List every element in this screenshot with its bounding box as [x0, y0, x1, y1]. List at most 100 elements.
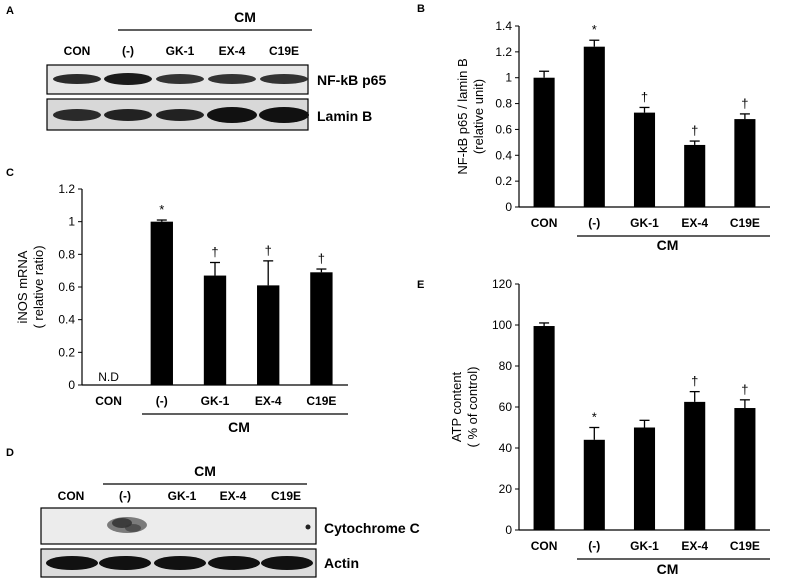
band-label-nfkb-p65: NF-kB p65 — [317, 72, 386, 88]
y-tick-label: 1.4 — [495, 19, 512, 33]
category-label: C19E — [306, 394, 336, 408]
category-label: CON — [95, 394, 122, 408]
category-label: GK-1 — [201, 394, 230, 408]
band-label-lamin-b: Lamin B — [317, 108, 372, 124]
bar — [533, 77, 555, 207]
y-axis-label: ( % of control) — [465, 367, 480, 448]
bar — [684, 144, 706, 207]
panel-a-lane-label: EX-4 — [219, 44, 246, 58]
y-axis-label: ( relative ratio) — [31, 245, 46, 328]
y-tick-label: 80 — [499, 359, 513, 373]
bar — [583, 439, 605, 530]
panel-d-lane-label: GK-1 — [168, 489, 197, 503]
bar — [633, 427, 656, 530]
chart-e: 0 20 40 60 80 100 120 ATP content( % of control… — [449, 277, 770, 577]
bar — [533, 326, 555, 530]
bar — [684, 401, 706, 530]
y-tick-label: 120 — [492, 277, 512, 291]
panel-d-lane-label: EX-4 — [220, 489, 247, 503]
y-tick-label: 60 — [499, 400, 513, 414]
panel-d-lane-label: C19E — [271, 489, 301, 503]
y-tick-label: 0.2 — [58, 345, 75, 359]
category-label: EX-4 — [681, 539, 708, 553]
y-tick-label: 1.2 — [58, 182, 75, 196]
significance-mark: † — [691, 374, 698, 389]
chart-c: 0 0.2 0.4 0.6 0.8 1 1.2 iNOS mRNA( relative rat… — [15, 182, 348, 435]
category-label: (-) — [588, 216, 600, 230]
y-tick-label: 40 — [499, 441, 513, 455]
significance-mark: † — [641, 89, 648, 104]
y-tick-label: 0.6 — [58, 280, 75, 294]
bar — [203, 275, 227, 385]
bar — [734, 119, 756, 207]
y-tick-label: 20 — [499, 482, 513, 496]
significance-mark: † — [741, 382, 748, 397]
category-label: EX-4 — [681, 216, 708, 230]
y-tick-label: 0 — [505, 200, 512, 214]
svg-text:B: B — [417, 3, 425, 15]
bar — [583, 46, 605, 207]
category-label: CON — [531, 216, 558, 230]
y-tick-label: 0.8 — [495, 97, 512, 111]
y-axis-label: iNOS mRNA — [15, 250, 30, 323]
value-label: N.D — [98, 370, 119, 384]
category-label: (-) — [156, 394, 168, 408]
significance-mark: * — [159, 202, 164, 217]
bar — [633, 112, 656, 207]
cm-group-label: CM — [657, 561, 679, 577]
y-tick-label: 1.2 — [495, 45, 512, 59]
significance-mark: † — [211, 245, 218, 260]
blot-lamin-b — [46, 98, 309, 131]
y-tick-label: 0 — [68, 378, 75, 392]
y-tick-label: 1 — [68, 215, 75, 229]
y-tick-label: 0.6 — [495, 122, 512, 136]
y-tick-label: 0.8 — [58, 247, 75, 261]
bar — [150, 221, 173, 385]
y-axis-label: NF-kB p65 / lamin B — [455, 58, 470, 174]
svg-text:C: C — [6, 167, 14, 179]
svg-text:E: E — [417, 279, 424, 291]
y-tick-label: 100 — [492, 318, 512, 332]
chart-b: 00.20.40.60.811.21.4NF-kB p65 / lamin B(… — [455, 19, 770, 253]
cm-group-label: CM — [657, 237, 679, 253]
category-label: GK-1 — [630, 539, 659, 553]
category-label: (-) — [588, 539, 600, 553]
panel-a-cm-label: CM — [234, 9, 256, 25]
bar — [310, 272, 333, 385]
significance-mark: † — [741, 96, 748, 111]
panel-a: A CM CON (-) GK-1 EX-4 C19E NF-kB p65 La… — [6, 5, 386, 131]
blot-nfkb-p65 — [46, 64, 309, 95]
category-label: CON — [531, 539, 558, 553]
panel-d-label: D — [6, 447, 14, 459]
significance-mark: † — [265, 243, 272, 258]
significance-mark: † — [318, 251, 325, 266]
band-label-cytochrome-c: Cytochrome C — [324, 520, 420, 536]
y-tick-label: 0 — [505, 523, 512, 537]
category-label: EX-4 — [255, 394, 282, 408]
panel-a-label: A — [6, 5, 14, 17]
panel-a-lane-label: (-) — [122, 44, 134, 58]
cm-group-label: CM — [228, 419, 250, 435]
category-label: GK-1 — [630, 216, 659, 230]
panel-a-lane-label: CON — [64, 44, 91, 58]
y-tick-label: 0.4 — [58, 313, 75, 327]
y-tick-label: 0.4 — [495, 148, 512, 162]
y-axis-label: (relative unit) — [471, 79, 486, 154]
panel-d: D CM CON (-) GK-1 EX-4 C19E Cytochrome C… — [6, 447, 420, 578]
panel-d-lane-label: CON — [58, 489, 85, 503]
panel-d-lane-label: (-) — [119, 489, 131, 503]
blot-cytochrome-c — [40, 507, 317, 545]
band-label-actin: Actin — [324, 555, 359, 571]
panel-a-lane-label: C19E — [269, 44, 299, 58]
bar — [257, 285, 280, 385]
significance-mark: * — [592, 410, 597, 425]
category-label: C19E — [730, 539, 760, 553]
significance-mark: * — [592, 22, 597, 37]
y-tick-label: 0.2 — [495, 174, 512, 188]
y-tick-label: 1 — [505, 71, 512, 85]
significance-mark: † — [691, 123, 698, 138]
blot-actin — [40, 548, 317, 578]
panel-a-lane-label: GK-1 — [166, 44, 195, 58]
y-axis-label: ATP content — [449, 371, 464, 442]
